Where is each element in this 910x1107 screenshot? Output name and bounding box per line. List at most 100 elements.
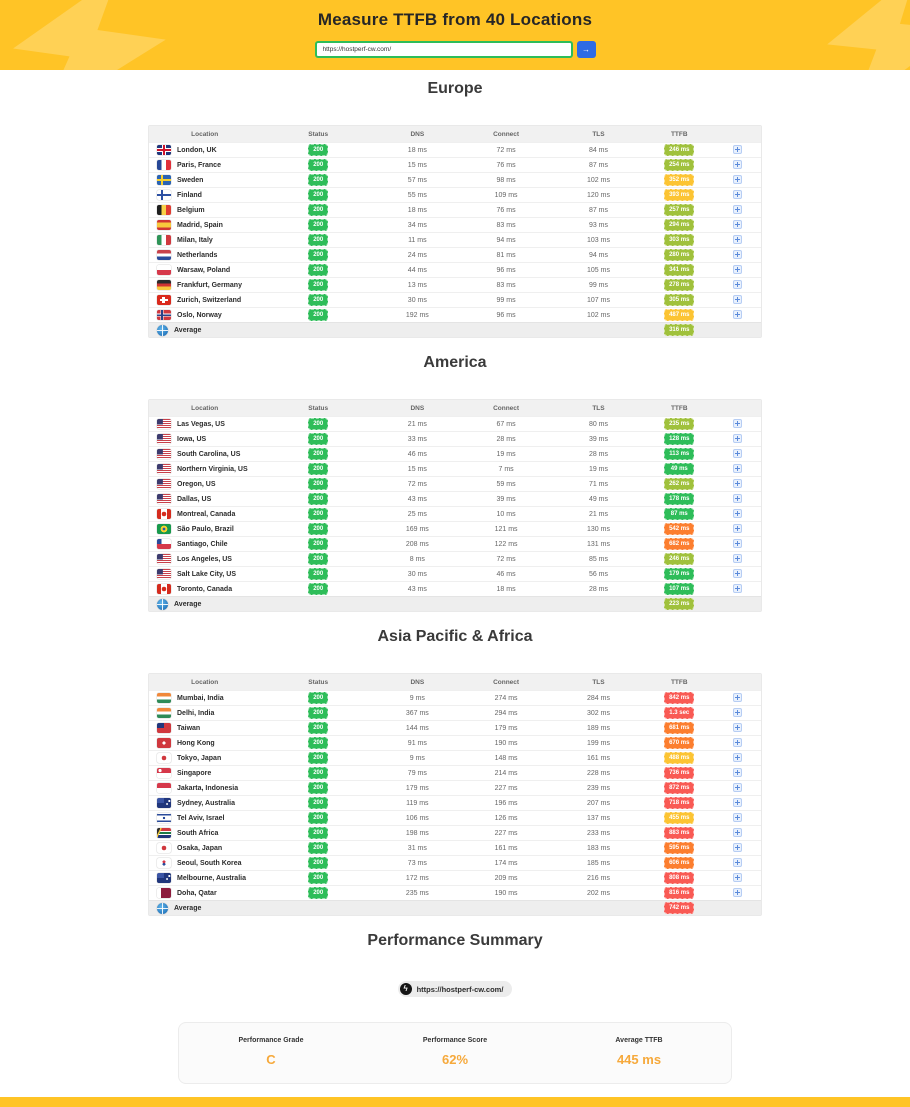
- table-row: Paris, France 200 15 ms 76 ms 87 ms 254 …: [149, 157, 761, 172]
- col-header-status: Status: [308, 678, 329, 686]
- expand-row-button[interactable]: [733, 842, 743, 852]
- flag-icon: [157, 310, 171, 320]
- region-section-america: America Location Status DNS Connect TLS …: [148, 354, 762, 612]
- expand-row-button[interactable]: [733, 264, 743, 274]
- table-header-row: Location Status DNS Connect TLS TTFB: [149, 400, 761, 416]
- expand-row-button[interactable]: [733, 448, 743, 458]
- connect-cell: 76 ms: [496, 206, 516, 214]
- ttfb-badge: 670 ms: [664, 737, 695, 749]
- table-row: Oslo, Norway 200 192 ms 96 ms 102 ms 487…: [149, 307, 761, 322]
- average-row: Average 316 ms: [149, 322, 761, 337]
- tls-cell: 39 ms: [588, 435, 608, 443]
- expand-row-button[interactable]: [733, 234, 743, 244]
- table-row: Salt Lake City, US 200 30 ms 46 ms 56 ms…: [149, 566, 761, 581]
- metric-label: Performance Score: [422, 1037, 488, 1044]
- region-section-asia-pacific-africa: Asia Pacific & Africa Location Status DN…: [148, 628, 762, 916]
- flag-icon: [157, 539, 171, 549]
- flag-icon: [157, 753, 171, 763]
- expand-row-button[interactable]: [733, 204, 743, 214]
- expand-row-button[interactable]: [733, 583, 743, 593]
- ttfb-badge: 246 ms: [664, 144, 695, 156]
- expand-row-button[interactable]: [733, 463, 743, 473]
- expand-row-button[interactable]: [733, 538, 743, 548]
- connect-cell: 10 ms: [496, 510, 516, 518]
- submit-url-button[interactable]: →: [576, 41, 596, 58]
- expand-row-button[interactable]: [733, 493, 743, 503]
- expand-row-button[interactable]: [733, 144, 743, 154]
- url-bar: →: [314, 41, 596, 58]
- region-title: Europe: [427, 80, 483, 97]
- expand-row-button[interactable]: [733, 418, 743, 428]
- dns-cell: 72 ms: [407, 480, 427, 488]
- expand-row-button[interactable]: [733, 722, 743, 732]
- expand-row-button[interactable]: [733, 508, 743, 518]
- location-label: South Africa: [177, 829, 219, 837]
- expand-row-button[interactable]: [733, 433, 743, 443]
- ttfb-badge: 128 ms: [664, 433, 695, 445]
- table-row: Frankfurt, Germany 200 13 ms 83 ms 99 ms…: [149, 277, 761, 292]
- expand-row-button[interactable]: [733, 692, 743, 702]
- expand-row-button[interactable]: [733, 872, 743, 882]
- expand-row-button[interactable]: [733, 189, 743, 199]
- expand-row-button[interactable]: [733, 174, 743, 184]
- expand-row-button[interactable]: [733, 523, 743, 533]
- connect-cell: 126 ms: [494, 814, 518, 822]
- location-label: Las Vegas, US: [177, 420, 225, 428]
- region-section-europe: Europe Location Status DNS Connect TLS T…: [148, 80, 762, 338]
- dns-cell: 367 ms: [405, 709, 429, 717]
- ttfb-badge: 179 ms: [664, 568, 695, 580]
- table-row: Finland 200 55 ms 109 ms 120 ms 393 ms: [149, 187, 761, 202]
- results-table: Location Status DNS Connect TLS TTFB Mum…: [148, 673, 762, 916]
- flag-icon: [157, 783, 171, 793]
- location-label: Belgium: [177, 206, 205, 214]
- expand-row-button[interactable]: [733, 553, 743, 563]
- flag-icon: [157, 220, 171, 230]
- flag-icon: [157, 768, 171, 778]
- status-badge: 200: [308, 493, 329, 505]
- connect-cell: 96 ms: [496, 311, 516, 319]
- expand-row-button[interactable]: [733, 797, 743, 807]
- metric-average-ttfb: Average TTFB 445 ms: [547, 1037, 731, 1067]
- page-title: Measure TTFB from 40 Locations: [317, 10, 593, 29]
- expand-row-button[interactable]: [733, 478, 743, 488]
- connect-cell: 96 ms: [496, 266, 516, 274]
- tls-cell: 71 ms: [588, 480, 608, 488]
- url-input[interactable]: [314, 41, 573, 58]
- expand-row-button[interactable]: [733, 219, 743, 229]
- region-title: America: [423, 354, 487, 371]
- dns-cell: 172 ms: [405, 874, 429, 882]
- expand-row-button[interactable]: [733, 737, 743, 747]
- table-header-row: Location Status DNS Connect TLS TTFB: [149, 674, 761, 690]
- location-label: Seoul, South Korea: [177, 859, 242, 867]
- ttfb-badge: 718 ms: [664, 797, 695, 809]
- region-title: Asia Pacific & Africa: [377, 628, 533, 645]
- expand-row-button[interactable]: [733, 767, 743, 777]
- connect-cell: 67 ms: [496, 420, 516, 428]
- flag-icon: [157, 419, 171, 429]
- flag-icon: [157, 434, 171, 444]
- table-row: Warsaw, Poland 200 44 ms 96 ms 105 ms 34…: [149, 262, 761, 277]
- expand-row-button[interactable]: [733, 827, 743, 837]
- expand-row-button[interactable]: [733, 279, 743, 289]
- expand-row-button[interactable]: [733, 249, 743, 259]
- expand-row-button[interactable]: [733, 812, 743, 822]
- expand-row-button[interactable]: [733, 782, 743, 792]
- expand-row-button[interactable]: [733, 294, 743, 304]
- connect-cell: 109 ms: [494, 191, 518, 199]
- table-row: London, UK 200 18 ms 72 ms 84 ms 246 ms: [149, 142, 761, 157]
- tls-cell: 94 ms: [588, 251, 608, 259]
- expand-row-button[interactable]: [733, 309, 743, 319]
- tls-cell: 131 ms: [586, 540, 610, 548]
- expand-row-button[interactable]: [733, 159, 743, 169]
- summary-card: Performance Grade C Performance Score 62…: [178, 1022, 732, 1084]
- status-badge: 200: [308, 767, 329, 779]
- expand-row-button[interactable]: [733, 857, 743, 867]
- expand-row-button[interactable]: [733, 707, 743, 717]
- expand-row-button[interactable]: [733, 568, 743, 578]
- tls-cell: 84 ms: [588, 146, 608, 154]
- app-header: Measure TTFB from 40 Locations →: [0, 0, 910, 70]
- connect-cell: 28 ms: [496, 435, 516, 443]
- tls-cell: 103 ms: [586, 236, 610, 244]
- expand-row-button[interactable]: [733, 887, 743, 897]
- expand-row-button[interactable]: [733, 752, 743, 762]
